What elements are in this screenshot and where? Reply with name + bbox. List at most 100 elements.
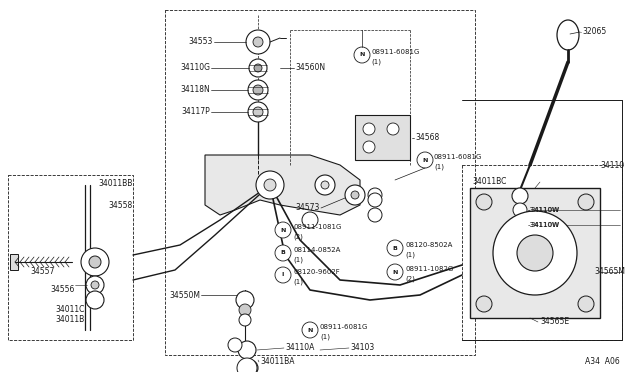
Text: (1): (1) [405, 252, 415, 258]
Circle shape [248, 102, 268, 122]
Text: -34110W: -34110W [528, 222, 560, 228]
Text: B: B [392, 246, 397, 250]
Circle shape [253, 37, 263, 47]
Text: 34110W: 34110W [530, 222, 559, 228]
Text: 34103: 34103 [350, 343, 374, 353]
Text: I: I [282, 273, 284, 278]
Circle shape [246, 30, 270, 54]
Circle shape [368, 188, 382, 202]
Text: 08120-9602F: 08120-9602F [293, 269, 340, 275]
Text: (2): (2) [293, 234, 303, 240]
Text: 34011C: 34011C [55, 305, 84, 314]
Circle shape [86, 276, 104, 294]
Circle shape [363, 141, 375, 153]
Circle shape [236, 291, 254, 309]
Text: 34118N: 34118N [180, 86, 210, 94]
Bar [10, 254, 18, 270]
Circle shape [248, 80, 268, 100]
Circle shape [476, 194, 492, 210]
Text: 34110G: 34110G [180, 64, 210, 73]
Text: 34117P: 34117P [181, 108, 210, 116]
Circle shape [513, 203, 527, 217]
Bar [8, 175, 133, 340]
Text: 34573: 34573 [296, 203, 320, 212]
Circle shape [387, 264, 403, 280]
Circle shape [275, 245, 291, 261]
Text: 34110: 34110 [601, 160, 625, 170]
Text: 08911-6081G: 08911-6081G [434, 154, 483, 160]
Circle shape [321, 181, 329, 189]
Circle shape [417, 152, 433, 168]
Circle shape [517, 235, 553, 271]
Circle shape [242, 360, 258, 372]
Text: A34  A06: A34 A06 [585, 357, 620, 366]
Circle shape [256, 171, 284, 199]
Bar [470, 188, 600, 318]
Circle shape [302, 212, 318, 228]
Circle shape [249, 59, 267, 77]
Circle shape [237, 358, 257, 372]
Circle shape [264, 179, 276, 191]
Circle shape [239, 304, 251, 316]
Text: (1): (1) [293, 257, 303, 263]
Circle shape [387, 240, 403, 256]
Circle shape [345, 185, 365, 205]
Text: 34011BB: 34011BB [99, 179, 133, 187]
Circle shape [91, 281, 99, 289]
Text: 34565M: 34565M [594, 267, 625, 276]
Circle shape [228, 338, 242, 352]
Text: N: N [280, 228, 285, 232]
Circle shape [578, 194, 594, 210]
Text: 34558: 34558 [109, 201, 133, 209]
Text: 34011B: 34011B [55, 315, 84, 324]
Bar [355, 115, 410, 160]
Circle shape [275, 267, 291, 283]
Text: 34550M: 34550M [169, 291, 200, 299]
Circle shape [368, 193, 382, 207]
Bar [165, 10, 475, 355]
Circle shape [253, 107, 263, 117]
Circle shape [493, 211, 577, 295]
Circle shape [476, 296, 492, 312]
Text: 32065: 32065 [582, 28, 606, 36]
Text: 08120-8502A: 08120-8502A [405, 242, 452, 248]
Text: 34110W: 34110W [530, 207, 559, 213]
Circle shape [368, 208, 382, 222]
Circle shape [387, 123, 399, 135]
Text: 08114-0852A: 08114-0852A [293, 247, 340, 253]
Bar [462, 165, 622, 340]
Text: (2): (2) [405, 276, 415, 282]
Circle shape [253, 85, 263, 95]
Circle shape [351, 191, 359, 199]
Text: 34560N: 34560N [295, 64, 325, 73]
Text: 08911-1081G: 08911-1081G [293, 224, 341, 230]
Ellipse shape [557, 20, 579, 50]
Circle shape [315, 175, 335, 195]
Circle shape [363, 123, 375, 135]
Text: 34110A: 34110A [285, 343, 314, 353]
Circle shape [513, 218, 527, 232]
Circle shape [238, 341, 256, 359]
Circle shape [302, 322, 318, 338]
Text: N: N [359, 52, 365, 58]
Circle shape [254, 64, 262, 72]
Text: 08911-1082G: 08911-1082G [405, 266, 453, 272]
Text: 08911-6081G: 08911-6081G [320, 324, 369, 330]
Text: 34568: 34568 [415, 134, 439, 142]
Text: 34557: 34557 [30, 267, 54, 276]
Text: 34011BC: 34011BC [472, 177, 506, 186]
Text: B: B [280, 250, 285, 256]
Text: N: N [422, 157, 428, 163]
Text: N: N [392, 269, 397, 275]
Circle shape [81, 248, 109, 276]
Circle shape [89, 256, 101, 268]
Circle shape [512, 188, 528, 204]
Text: (1): (1) [320, 334, 330, 340]
Text: 34556: 34556 [50, 285, 74, 295]
Circle shape [239, 314, 251, 326]
Circle shape [86, 291, 104, 309]
Circle shape [578, 296, 594, 312]
Text: (1): (1) [293, 279, 303, 285]
Circle shape [354, 47, 370, 63]
Text: -34110W: -34110W [528, 207, 560, 213]
